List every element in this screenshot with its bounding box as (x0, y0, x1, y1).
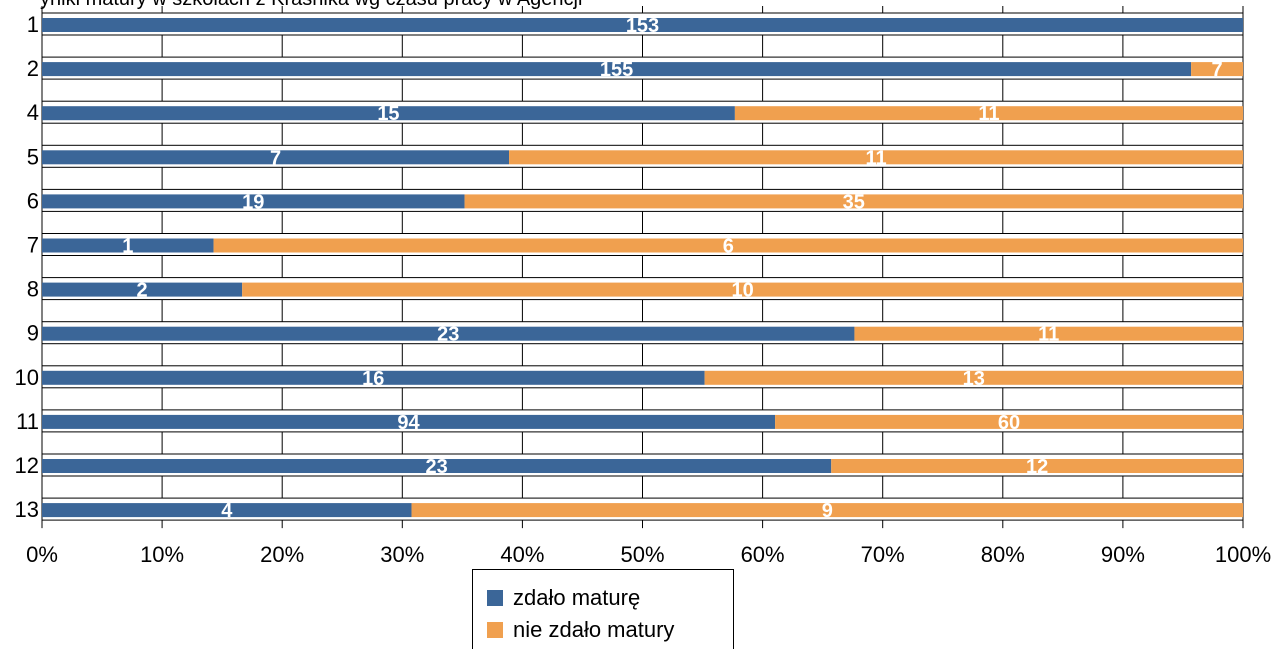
data-label-passed: 19 (242, 191, 264, 213)
data-label-passed: 153 (626, 15, 659, 37)
data-label-passed: 7 (270, 147, 281, 169)
bar-passed (42, 414, 776, 429)
data-label-passed: 155 (600, 59, 633, 81)
legend-swatch-failed (487, 622, 503, 638)
category-label: 13 (15, 497, 39, 522)
category-label: 6 (27, 188, 39, 213)
category-label: 4 (27, 100, 39, 125)
bar-passed (42, 18, 1243, 32)
data-label-failed: 9 (822, 500, 833, 522)
data-label-failed: 11 (978, 103, 999, 125)
chart-title: yniki matury w szkołach z Kraśnika wg cz… (40, 0, 582, 11)
category-label: 10 (15, 365, 39, 390)
bar-passed (42, 282, 243, 297)
bar-failed (831, 459, 1243, 473)
bar-passed (42, 194, 465, 209)
data-label-passed: 16 (362, 368, 384, 390)
x-tick-label: 0% (26, 542, 58, 567)
bar-failed (704, 370, 1243, 385)
chart-legend: zdało maturę nie zdało matury (472, 569, 734, 649)
x-tick-label: 60% (741, 542, 785, 567)
data-label-failed: 6 (723, 236, 734, 258)
bar-failed (734, 106, 1243, 121)
bar-failed (775, 414, 1243, 429)
legend-item-failed: nie zdało matury (487, 617, 675, 642)
data-label-passed: 4 (221, 500, 233, 522)
x-tick-label: 50% (620, 542, 664, 567)
bar-failed (242, 282, 1243, 297)
category-label: 5 (27, 144, 39, 169)
legend-label-failed: nie zdało matury (513, 617, 675, 642)
bar-passed (42, 459, 832, 473)
bar-passed (42, 326, 855, 341)
bar-failed (411, 503, 1243, 518)
data-label-passed: 15 (377, 103, 399, 125)
bar-passed (42, 238, 214, 253)
bar-passed (42, 106, 735, 121)
bar-failed (509, 150, 1243, 165)
category-label: 2 (27, 56, 39, 81)
data-label-passed: 1 (122, 236, 133, 258)
category-label: 1 (27, 12, 39, 37)
bar-passed (42, 150, 510, 165)
x-tick-label: 20% (260, 542, 304, 567)
category-label: 9 (27, 321, 39, 346)
x-tick-label: 10% (140, 542, 184, 567)
legend-item-passed: zdało maturę (487, 585, 641, 610)
bar-failed (464, 194, 1243, 209)
x-tick-label: 40% (500, 542, 544, 567)
bar-passed (42, 62, 1192, 77)
bar-failed (213, 238, 1244, 253)
x-tick-label: 80% (981, 542, 1025, 567)
category-label: 12 (15, 453, 39, 478)
data-label-passed: 23 (437, 324, 459, 346)
data-label-passed: 2 (137, 280, 148, 302)
data-label-failed: 13 (963, 368, 985, 390)
data-label-failed: 7 (1211, 59, 1222, 81)
data-label-failed: 60 (998, 412, 1020, 434)
x-tick-label: 90% (1101, 542, 1145, 567)
bar-passed (42, 503, 412, 518)
legend-swatch-passed (487, 590, 503, 606)
data-label-passed: 23 (425, 456, 447, 478)
legend-label-passed: zdało maturę (513, 585, 641, 610)
category-label: 11 (16, 409, 39, 434)
bar-failed (1191, 62, 1243, 77)
x-tick-label: 70% (861, 542, 905, 567)
x-tick-label: 100% (1215, 542, 1271, 567)
data-label-failed: 11 (865, 147, 886, 169)
category-label: 8 (27, 277, 39, 302)
bar-passed (42, 370, 705, 385)
category-label: 7 (27, 233, 39, 258)
bar-failed (854, 326, 1243, 341)
data-label-failed: 35 (843, 191, 865, 213)
data-label-passed: 94 (397, 412, 420, 434)
data-label-failed: 12 (1026, 456, 1048, 478)
data-label-failed: 11 (1038, 324, 1059, 346)
data-label-failed: 10 (731, 280, 753, 302)
x-tick-label: 30% (380, 542, 424, 567)
